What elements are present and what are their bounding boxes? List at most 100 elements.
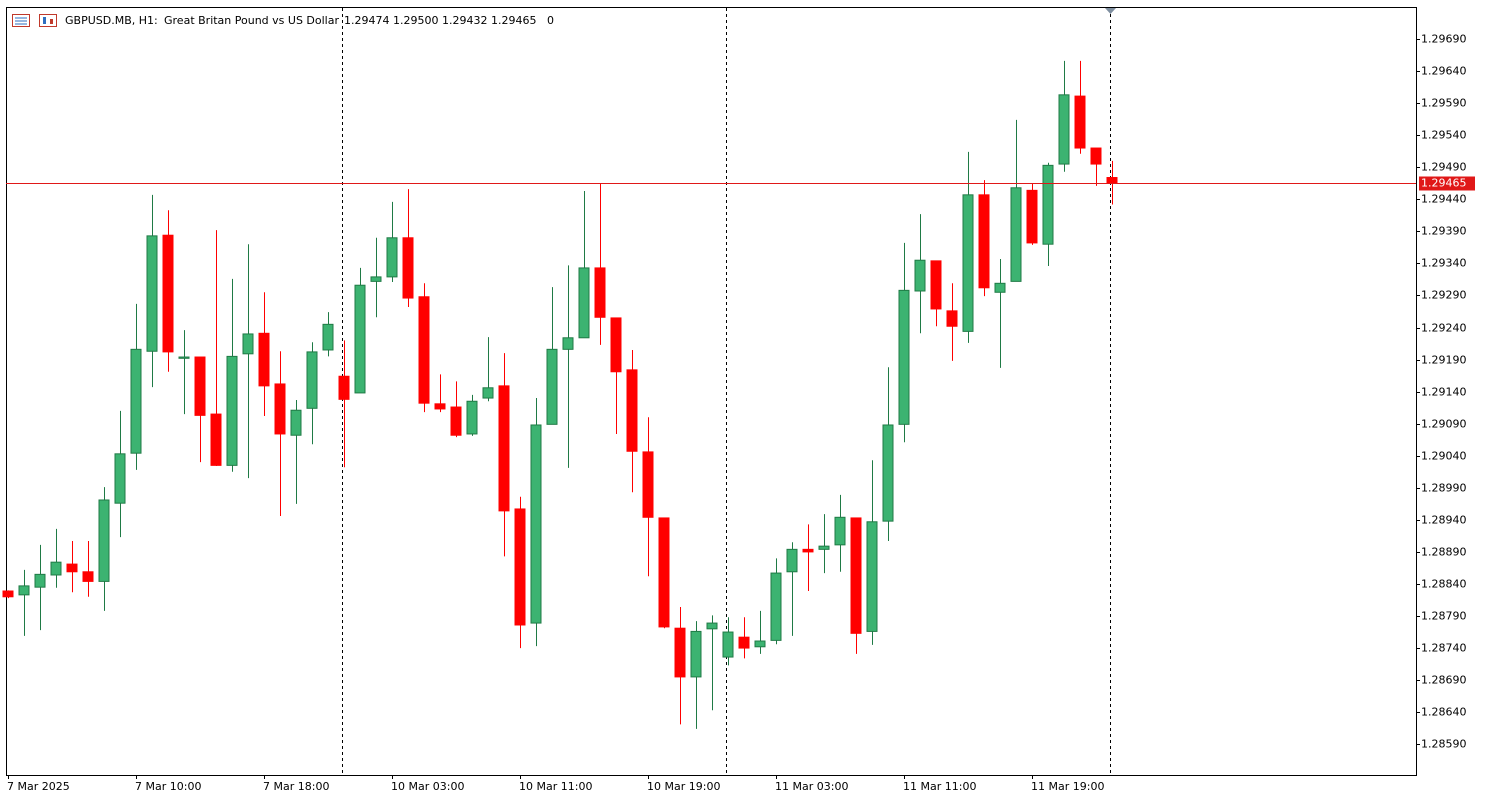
- x-tick-label: 10 Mar 11:00: [519, 780, 592, 793]
- candle-body: [690, 630, 702, 678]
- candle-body: [114, 453, 126, 504]
- x-tick-label: 10 Mar 19:00: [647, 780, 720, 793]
- candle-body: [914, 259, 926, 292]
- ohlc-close: 1.29465: [491, 14, 537, 27]
- candle-body: [642, 451, 654, 518]
- candle-body: [866, 521, 878, 632]
- y-tick-label: 1.29540: [1421, 129, 1467, 142]
- candle-body: [674, 627, 686, 678]
- description: Great Britan Pound vs US Dollar: [164, 14, 339, 27]
- symbol-icon: [12, 14, 30, 27]
- candle-body: [50, 561, 62, 576]
- candle-body: [946, 310, 958, 327]
- candle-body: [610, 317, 622, 373]
- candle-body: [514, 508, 526, 626]
- candle-body: [482, 387, 494, 399]
- symbol: GBPUSD.MB, H1:: [65, 14, 158, 27]
- candle-body: [754, 640, 766, 648]
- candle-body: [178, 356, 190, 359]
- candle-body: [130, 348, 142, 454]
- candle-body: [194, 356, 206, 416]
- candle-body: [2, 590, 14, 598]
- candle-body: [738, 636, 750, 649]
- x-tick-label: 10 Mar 03:00: [391, 780, 464, 793]
- ohlc-low: 1.29432: [442, 14, 488, 27]
- candle-body: [466, 400, 478, 435]
- candle-body: [706, 622, 718, 630]
- candle-body: [498, 385, 510, 512]
- candle-body: [962, 194, 974, 332]
- y-tick-label: 1.28990: [1421, 482, 1467, 495]
- y-tick-label: 1.29040: [1421, 450, 1467, 463]
- candle-body: [306, 351, 318, 409]
- current-price-box: [1419, 176, 1475, 191]
- candle-body: [146, 235, 158, 352]
- candle-body: [290, 409, 302, 436]
- y-tick-label: 1.28590: [1421, 738, 1467, 751]
- candle-body: [18, 585, 30, 596]
- candle-body: [562, 337, 574, 350]
- y-tick-label: 1.28890: [1421, 546, 1467, 559]
- y-tick-label: 1.29640: [1421, 65, 1467, 78]
- candle-body: [162, 234, 174, 353]
- y-tick-label: 1.28790: [1421, 610, 1467, 623]
- y-tick-label: 1.29390: [1421, 225, 1467, 238]
- shift-marker: [1105, 8, 1116, 14]
- candle-body: [402, 237, 414, 299]
- chart-type-icon: [39, 14, 57, 27]
- y-tick-label: 1.28690: [1421, 674, 1467, 687]
- y-tick-label: 1.28740: [1421, 642, 1467, 655]
- y-tick-label: 1.28940: [1421, 514, 1467, 527]
- y-tick-label: 1.29190: [1421, 354, 1467, 367]
- y-tick-label: 1.29590: [1421, 97, 1467, 110]
- candle-body: [978, 194, 990, 289]
- x-tick-label: 11 Mar 03:00: [775, 780, 848, 793]
- candle-body: [898, 289, 910, 425]
- candle-body: [626, 369, 638, 452]
- y-tick-label: 1.29090: [1421, 418, 1467, 431]
- y-tick-label: 1.29690: [1421, 33, 1467, 46]
- candle-body: [658, 517, 670, 628]
- candle-body: [1010, 187, 1022, 282]
- candle-body: [450, 406, 462, 436]
- x-tick-label: 7 Mar 18:00: [263, 780, 329, 793]
- candle-body: [530, 424, 542, 624]
- candle-body: [786, 548, 798, 573]
- candle-body: [1106, 177, 1118, 184]
- candle-body: [818, 545, 830, 550]
- candle-body: [770, 572, 782, 641]
- candle-body: [834, 516, 846, 546]
- candle-body: [722, 631, 734, 658]
- y-tick-label: 1.29290: [1421, 289, 1467, 302]
- x-tick-label: 11 Mar 19:00: [1031, 780, 1104, 793]
- candle-body: [1058, 94, 1070, 165]
- candle-body: [322, 323, 334, 351]
- y-tick-label: 1.29240: [1421, 322, 1467, 335]
- y-tick-label: 1.29140: [1421, 386, 1467, 399]
- candle-body: [82, 571, 94, 582]
- candle-body: [98, 499, 110, 582]
- ohlc-high: 1.29500: [393, 14, 439, 27]
- candle-body: [66, 563, 78, 573]
- candle-body: [850, 517, 862, 634]
- candle-body: [418, 296, 430, 404]
- candle-body: [930, 260, 942, 310]
- candle-body: [546, 348, 558, 425]
- candle-body: [594, 267, 606, 318]
- ohlc-open: 1.29474: [344, 14, 390, 27]
- y-tick-label: 1.29490: [1421, 161, 1467, 174]
- candle-body: [338, 375, 350, 400]
- candle-body: [802, 548, 814, 553]
- candle-body: [258, 332, 270, 387]
- candle-body: [370, 276, 382, 282]
- candle-body: [1090, 147, 1102, 165]
- candle-body: [34, 573, 46, 588]
- x-tick-label: 7 Mar 10:00: [135, 780, 201, 793]
- spread: 0: [547, 14, 554, 27]
- x-tick-label: 11 Mar 11:00: [903, 780, 976, 793]
- y-tick-label: 1.29340: [1421, 257, 1467, 270]
- candle-body: [210, 413, 222, 466]
- candle-body: [1026, 189, 1038, 244]
- candle-body: [1074, 95, 1086, 149]
